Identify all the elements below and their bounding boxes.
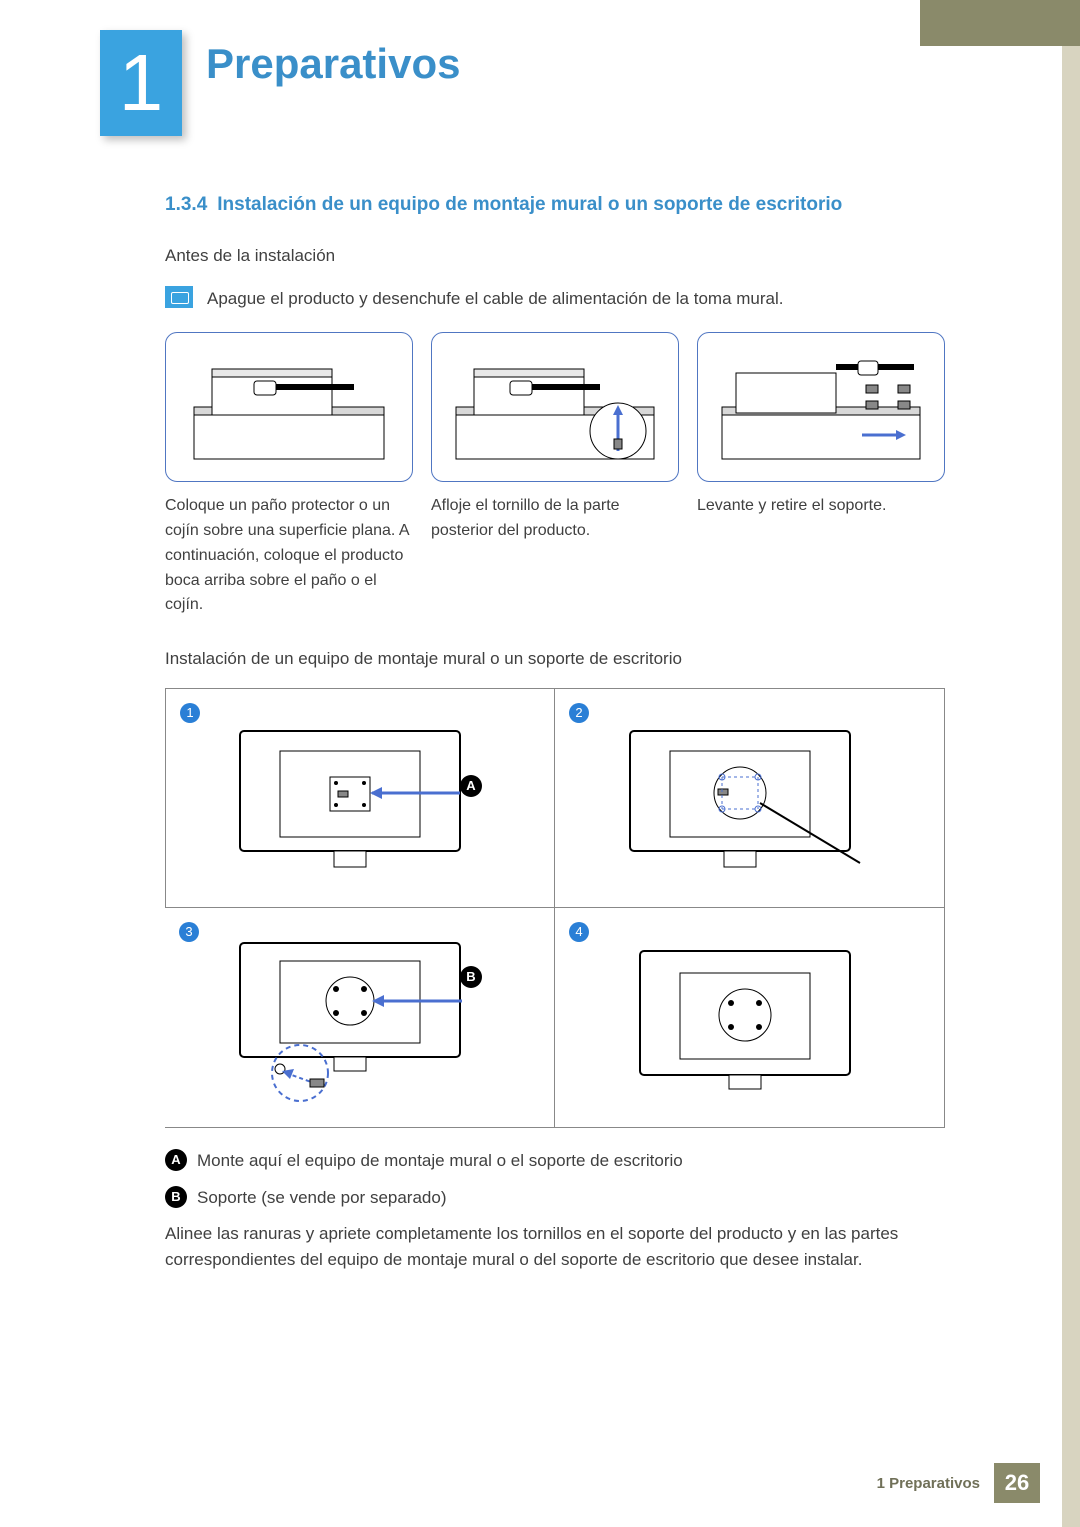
note-icon [165, 286, 193, 308]
figure-grid-1: 1 A [165, 688, 555, 908]
chapter-title: Preparativos [206, 40, 460, 88]
diagram-grid2-svg [600, 713, 900, 883]
right-margin-stripe [1062, 46, 1080, 1527]
legend-text-B: Soporte (se vende por separado) [197, 1185, 447, 1211]
chapter-number-box: 1 [100, 30, 182, 136]
diagram-step1-svg [184, 347, 394, 467]
caption-step-2: Afloje el tornillo de la parte posterior… [431, 494, 679, 618]
step-badge-2: 2 [569, 703, 589, 723]
diagram-step3-svg [716, 347, 926, 467]
caption-row-top: Coloque un paño protector o un cojín sob… [165, 494, 945, 618]
diagram-grid4-svg [600, 933, 900, 1103]
caption-step-1: Coloque un paño protector o un cojín sob… [165, 494, 413, 618]
diagram-grid3-svg [210, 933, 510, 1103]
page-number-box: 26 [994, 1463, 1040, 1503]
figure-grid-3: 3 B [165, 908, 555, 1128]
legend-badge-A: A [165, 1149, 187, 1171]
top-accent-bar [920, 0, 1080, 46]
diagram-grid1-svg [210, 713, 510, 883]
step-badge-1: 1 [180, 703, 200, 723]
figure-grid-bottom: 1 A 2 [165, 688, 945, 1128]
diagram-step2-svg [450, 347, 660, 467]
figure-step-3 [697, 332, 945, 482]
pre-install-heading: Antes de la instalación [165, 243, 945, 269]
legend-text-A: Monte aquí el equipo de montaje mural o … [197, 1148, 683, 1174]
figure-step-2 [431, 332, 679, 482]
step-badge-4: 4 [569, 922, 589, 942]
install-heading: Instalación de un equipo de montaje mura… [165, 646, 945, 672]
page-number: 26 [1005, 1470, 1029, 1496]
note-text: Apague el producto y desenchufe el cable… [207, 286, 783, 312]
step-badge-3: 3 [179, 922, 199, 942]
body-paragraph: Alinee las ranuras y apriete completamen… [165, 1221, 945, 1274]
section-heading: 1.3.4 Instalación de un equipo de montaje… [165, 190, 945, 219]
caption-step-3: Levante y retire el soporte. [697, 494, 945, 618]
figure-grid-4: 4 [555, 908, 945, 1128]
legend-badge-B: B [165, 1186, 187, 1208]
figure-grid-2: 2 [555, 688, 945, 908]
section-number: 1.3.4 [165, 194, 207, 215]
legend-row-A: A Monte aquí el equipo de montaje mural … [165, 1148, 945, 1174]
figure-row-top [165, 332, 945, 482]
legend-row-B: B Soporte (se vende por separado) [165, 1185, 945, 1211]
footer-label: 1 Preparativos [877, 1475, 980, 1492]
figure-step-1 [165, 332, 413, 482]
note-row: Apague el producto y desenchufe el cable… [165, 286, 945, 312]
section-title: Instalación de un equipo de montaje mura… [217, 194, 842, 215]
page-footer: 1 Preparativos 26 [877, 1463, 1040, 1503]
chapter-number: 1 [119, 37, 164, 129]
page-content: 1.3.4 Instalación de un equipo de montaje… [165, 190, 945, 1274]
